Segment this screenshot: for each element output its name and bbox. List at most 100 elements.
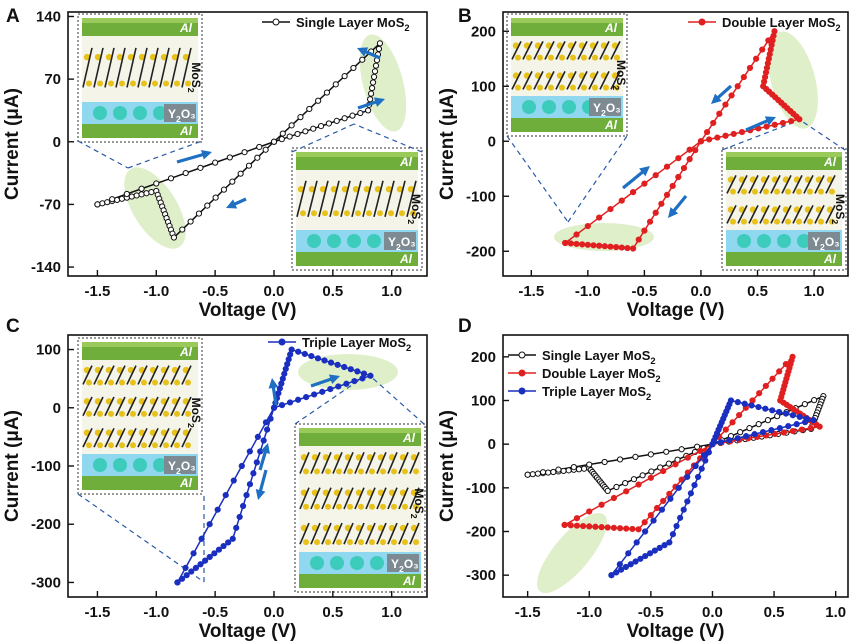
data-point xyxy=(680,506,687,513)
bond xyxy=(792,175,803,194)
x-tick-label: -0.5 xyxy=(631,283,657,300)
data-point xyxy=(238,462,245,470)
data-point xyxy=(148,189,155,196)
atom xyxy=(352,186,360,193)
data-point xyxy=(677,514,684,521)
bond xyxy=(332,452,343,474)
x-axis-label: Voltage (V) xyxy=(199,621,297,642)
bond xyxy=(376,522,387,545)
data-point xyxy=(367,90,375,97)
atom xyxy=(774,188,780,195)
atom xyxy=(152,379,158,386)
atom xyxy=(83,53,91,61)
atom xyxy=(763,188,769,195)
vacancy xyxy=(542,100,556,114)
bond xyxy=(544,41,555,60)
mos2-layer xyxy=(726,200,842,230)
data-point xyxy=(756,390,763,397)
data-point xyxy=(250,470,257,477)
inset-connector xyxy=(567,135,628,223)
data-point xyxy=(174,579,181,586)
data-point xyxy=(617,566,625,573)
data-point xyxy=(746,64,754,72)
data-point xyxy=(570,463,577,471)
atom xyxy=(413,539,419,546)
data-point xyxy=(752,55,760,62)
vacancy xyxy=(153,106,167,120)
atom xyxy=(763,218,769,225)
data-point xyxy=(691,482,698,489)
vacancy xyxy=(307,234,321,248)
data-point xyxy=(743,433,750,440)
data-point xyxy=(762,382,769,390)
vacancy xyxy=(113,106,127,120)
data-point xyxy=(341,73,348,80)
data-point xyxy=(332,81,339,88)
data-point xyxy=(319,388,326,395)
data-point xyxy=(579,522,587,530)
atom xyxy=(149,53,157,61)
data-point xyxy=(138,191,145,198)
atom xyxy=(108,379,114,386)
atom xyxy=(380,468,386,475)
bond xyxy=(318,180,329,217)
bond xyxy=(384,180,395,217)
y-tick-label: 100 xyxy=(471,393,496,410)
atom xyxy=(127,53,135,61)
data-point xyxy=(350,64,357,72)
data-point xyxy=(573,240,580,248)
data-point xyxy=(573,522,581,529)
data-point xyxy=(663,163,671,170)
y-tick-label: 100 xyxy=(471,78,496,95)
bond xyxy=(93,47,104,88)
x-tick-label: 0.0 xyxy=(702,604,723,621)
data-point xyxy=(596,214,603,221)
data-point xyxy=(669,531,677,538)
electrode-label: Al xyxy=(402,574,416,588)
data-point xyxy=(734,435,741,442)
atom xyxy=(807,218,813,225)
bond xyxy=(332,487,343,510)
mos2-label: MoS2 xyxy=(409,488,426,518)
data-point xyxy=(586,508,593,515)
bond xyxy=(398,522,409,545)
data-point xyxy=(212,194,219,201)
y-tick-label: -200 xyxy=(466,243,496,260)
x-tick-label: -1.0 xyxy=(143,283,169,300)
y-tick-label: -200 xyxy=(31,516,61,533)
data-point xyxy=(288,122,295,129)
atom xyxy=(163,80,169,87)
x-tick-label: -1.5 xyxy=(84,283,110,300)
legend-label: Double Layer MoS2 xyxy=(542,366,661,384)
data-point xyxy=(586,523,593,530)
data-point xyxy=(104,199,111,206)
arrow-shaft xyxy=(176,152,207,164)
mos2-layer xyxy=(82,360,198,392)
data-point xyxy=(663,448,670,455)
data-point xyxy=(616,525,624,532)
atom xyxy=(526,54,532,61)
atom xyxy=(322,210,328,217)
data-point xyxy=(245,162,253,169)
bond xyxy=(610,71,621,90)
atom xyxy=(325,539,331,546)
direction-arrow xyxy=(226,197,247,209)
data-point xyxy=(697,138,705,145)
data-point xyxy=(604,524,611,531)
data-point xyxy=(123,190,130,198)
bond xyxy=(310,452,321,474)
data-point xyxy=(672,461,679,468)
highlight-ellipse xyxy=(359,34,407,132)
legend-marker xyxy=(272,18,280,26)
bond xyxy=(544,71,555,90)
data-point xyxy=(613,569,620,576)
data-point xyxy=(359,375,366,382)
vacancy xyxy=(133,106,147,120)
data-point xyxy=(562,239,569,247)
y-tick-label: -100 xyxy=(466,480,496,497)
atom xyxy=(300,210,306,217)
legend-marker xyxy=(518,369,526,377)
atom xyxy=(537,54,543,61)
